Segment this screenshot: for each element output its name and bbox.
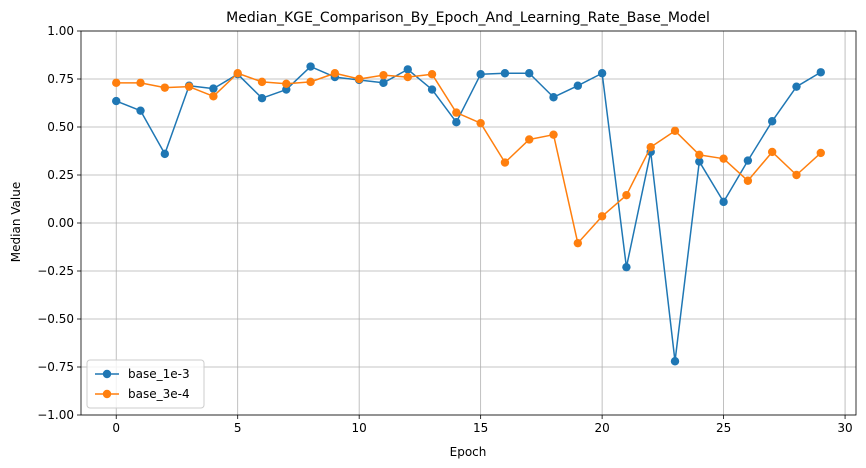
data-point (282, 85, 291, 94)
data-point (257, 77, 267, 87)
data-point (573, 238, 583, 248)
data-point (597, 212, 607, 221)
x-tick-label: 15 (473, 421, 488, 435)
data-point (452, 118, 461, 127)
data-point (743, 156, 753, 165)
series-base_1e-3 (112, 62, 825, 366)
data-point (257, 94, 267, 103)
legend-marker (102, 369, 112, 379)
data-point (209, 92, 218, 101)
data-point (525, 135, 534, 144)
data-point (695, 150, 704, 160)
legend-box (86, 359, 205, 409)
data-point (573, 81, 583, 90)
data-point (695, 157, 704, 166)
y-tick-label: 0.75 (47, 72, 74, 86)
data-point (670, 357, 680, 366)
x-tick-label: 10 (352, 421, 367, 435)
data-point (597, 69, 607, 78)
axes: 0 5 10 15 20 25 30 −1.00 −0.75 −0.50 −0.25 0.00 0.25… (37, 24, 852, 435)
x-tick-label: 20 (594, 421, 609, 435)
data-point (816, 68, 825, 77)
data-point (816, 148, 825, 158)
data-point (160, 149, 170, 159)
y-tick-label: −0.25 (37, 264, 74, 278)
data-point (622, 262, 631, 272)
series-line (115, 65, 822, 362)
data-point (646, 142, 655, 152)
data-point (452, 108, 461, 117)
data-point (403, 72, 412, 82)
data-point (500, 158, 510, 167)
x-axis-label: Epoch (450, 445, 487, 459)
y-tick-label: 1.00 (47, 24, 74, 38)
series-base_3e-4 (112, 69, 825, 248)
data-point (719, 197, 728, 207)
y-tick-label: −1.00 (37, 408, 74, 422)
y-tick-label: 0.25 (47, 168, 74, 182)
y-tick-label: −0.50 (37, 312, 74, 326)
x-tick-label: 5 (234, 421, 242, 435)
data-point (403, 65, 412, 74)
data-point (743, 176, 753, 185)
series-layer (112, 62, 825, 366)
data-point (209, 84, 218, 93)
data-point (767, 147, 777, 157)
data-point (282, 79, 291, 89)
data-point (476, 70, 485, 79)
data-point (233, 69, 242, 78)
data-point (792, 170, 801, 180)
y-tick-label: −0.75 (37, 360, 74, 374)
x-tick-label: 30 (837, 421, 852, 435)
data-point (427, 85, 437, 94)
y-tick-label: 0.00 (47, 216, 74, 230)
chart-title: Median_KGE_Comparison_By_Epoch_And_Learn… (226, 10, 710, 26)
legend-label: base_1e-3 (128, 367, 190, 381)
data-point (160, 83, 170, 92)
data-point (719, 154, 728, 163)
data-point (112, 96, 121, 106)
data-point (306, 77, 315, 87)
data-point (622, 190, 631, 200)
data-point (184, 82, 194, 91)
y-tick-label: 0.50 (47, 120, 74, 134)
data-point (330, 69, 340, 78)
data-point (379, 70, 388, 80)
x-tick-label: 25 (716, 421, 731, 435)
data-point (136, 106, 145, 115)
data-point (792, 82, 801, 91)
legend-label: base_3e-4 (128, 387, 190, 401)
data-point (476, 118, 485, 128)
data-point (549, 93, 558, 102)
data-point (136, 78, 145, 88)
x-tick-label: 0 (112, 421, 120, 435)
data-point (670, 126, 680, 136)
grid-lines (81, 30, 856, 416)
legend-marker (102, 389, 112, 399)
y-axis-label: Median Value (9, 182, 23, 262)
data-point (354, 74, 364, 84)
data-point (112, 78, 121, 88)
data-point (767, 117, 777, 126)
data-point (500, 69, 510, 78)
data-point (306, 62, 315, 71)
legend: base_1e-3 base_3e-4 (86, 359, 205, 409)
data-point (549, 130, 558, 139)
data-point (379, 78, 388, 88)
data-point (525, 69, 534, 78)
data-point (427, 70, 437, 79)
